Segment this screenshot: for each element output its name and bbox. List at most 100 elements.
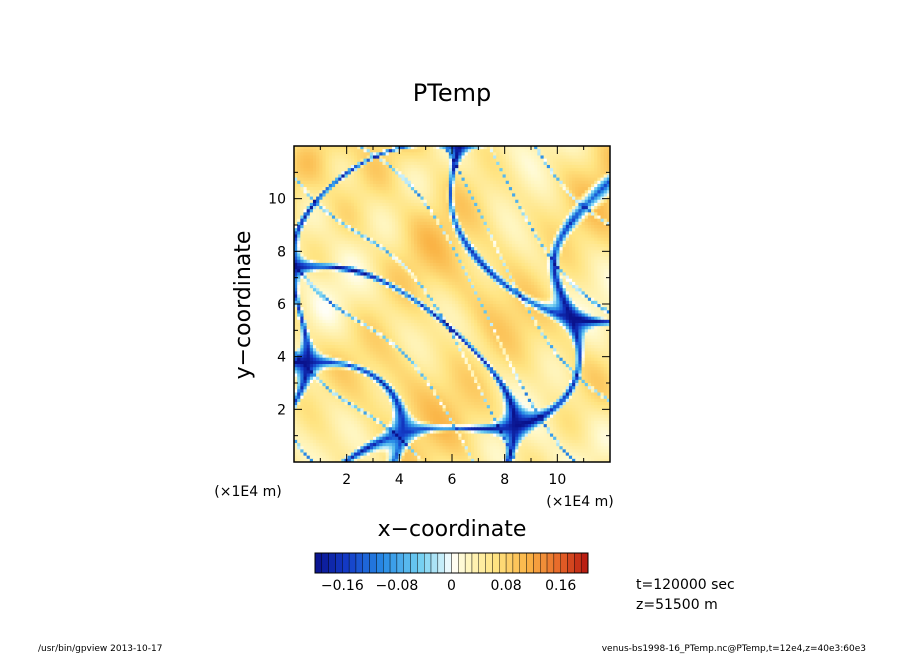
heatmap-cell	[458, 231, 462, 235]
heatmap-cell	[319, 269, 323, 273]
heatmap-cell	[496, 250, 500, 254]
heatmap-cell	[594, 193, 598, 197]
heatmap-cell	[410, 221, 415, 226]
heatmap-cell	[527, 297, 532, 302]
heatmap-cell	[521, 237, 526, 242]
heatmap-cell	[328, 155, 333, 160]
heatmap-cell	[568, 288, 573, 292]
heatmap-cell	[436, 168, 440, 172]
heatmap-cell	[581, 285, 586, 289]
heatmap-cell	[477, 294, 481, 299]
heatmap-cell	[543, 281, 548, 286]
heatmap-cell	[515, 221, 519, 226]
heatmap-cell	[439, 300, 443, 305]
heatmap-cell	[376, 237, 380, 242]
heatmap-cell	[376, 266, 380, 270]
heatmap-cell	[470, 164, 475, 169]
heatmap-cell	[366, 218, 371, 223]
heatmap-cell	[470, 146, 475, 150]
heatmap-cell	[464, 221, 469, 226]
heatmap-cell	[502, 256, 507, 261]
heatmap-cell	[534, 215, 538, 220]
heatmap-cell	[505, 193, 510, 197]
heatmap-cell	[461, 285, 466, 289]
heatmap-cell	[502, 202, 507, 207]
heatmap-cell	[350, 171, 355, 175]
heatmap-cell	[537, 168, 541, 172]
heatmap-cell	[474, 269, 478, 273]
heatmap-cell	[603, 218, 608, 223]
heatmap-cell	[556, 177, 560, 182]
heatmap-cell	[562, 212, 567, 216]
heatmap-cell	[515, 215, 519, 220]
heatmap-cell	[335, 168, 339, 172]
heatmap-cell	[363, 183, 368, 188]
heatmap-cell	[597, 259, 601, 264]
heatmap-cell	[398, 285, 402, 289]
heatmap-cell	[347, 209, 352, 213]
heatmap-cell	[575, 171, 579, 175]
heatmap-cell	[486, 152, 491, 156]
heatmap-cell	[433, 218, 437, 223]
heatmap-cell	[543, 193, 548, 197]
heatmap-cell	[391, 187, 396, 191]
heatmap-cell	[322, 228, 326, 232]
heatmap-cell	[341, 174, 345, 178]
heatmap-cell	[325, 180, 330, 185]
heatmap-cell	[354, 171, 358, 175]
heatmap-cell	[572, 158, 576, 163]
heatmap-cell	[357, 171, 361, 175]
heatmap-cell	[357, 272, 361, 276]
heatmap-cell	[568, 234, 573, 239]
heatmap-cell	[534, 259, 538, 264]
heatmap-cell	[531, 196, 535, 201]
heatmap-cell	[398, 269, 402, 273]
heatmap-cell	[398, 266, 402, 270]
heatmap-cell	[531, 234, 535, 239]
heatmap-cell	[366, 212, 371, 216]
heatmap-cell	[531, 149, 535, 153]
heatmap-cell	[540, 196, 545, 201]
heatmap-cell	[587, 281, 592, 286]
heatmap-cell	[297, 272, 301, 276]
heatmap-cell	[597, 180, 601, 185]
heatmap-cell	[477, 168, 481, 172]
heatmap-cell	[537, 218, 541, 223]
heatmap-cell	[319, 262, 323, 267]
heatmap-cell	[439, 259, 443, 264]
heatmap-cell	[496, 297, 500, 302]
heatmap-cell	[606, 221, 610, 226]
heatmap-cell	[508, 180, 513, 185]
heatmap-cell	[300, 256, 304, 261]
heatmap-cell	[300, 212, 304, 216]
heatmap-cell	[553, 262, 557, 267]
heatmap-cell	[322, 294, 326, 299]
heatmap-cell	[600, 158, 605, 163]
heatmap-cell	[534, 171, 538, 175]
heatmap-cell	[369, 209, 374, 213]
heatmap-cell	[480, 294, 484, 299]
heatmap-cell	[338, 262, 342, 267]
heatmap-cell	[512, 212, 516, 216]
heatmap-cell	[477, 269, 481, 273]
heatmap-cell	[537, 193, 541, 197]
heatmap-cell	[546, 294, 551, 299]
heatmap-cell	[433, 278, 437, 283]
heatmap-cell	[508, 218, 513, 223]
heatmap-cell	[410, 152, 415, 156]
heatmap-cell	[338, 237, 342, 242]
heatmap-cell	[461, 196, 466, 201]
heatmap-cell	[344, 152, 349, 156]
heatmap-cell	[426, 300, 431, 305]
heatmap-cell	[521, 269, 526, 273]
heatmap-cell	[452, 212, 456, 216]
heatmap-cell	[546, 168, 551, 172]
heatmap-cell	[433, 231, 437, 235]
heatmap-cell	[338, 243, 342, 248]
heatmap-cell	[606, 174, 610, 178]
heatmap-cell	[549, 266, 554, 270]
heatmap-cell	[521, 196, 526, 201]
heatmap-cell	[401, 221, 405, 226]
heatmap-cell	[363, 180, 368, 185]
heatmap-cell	[477, 275, 481, 280]
